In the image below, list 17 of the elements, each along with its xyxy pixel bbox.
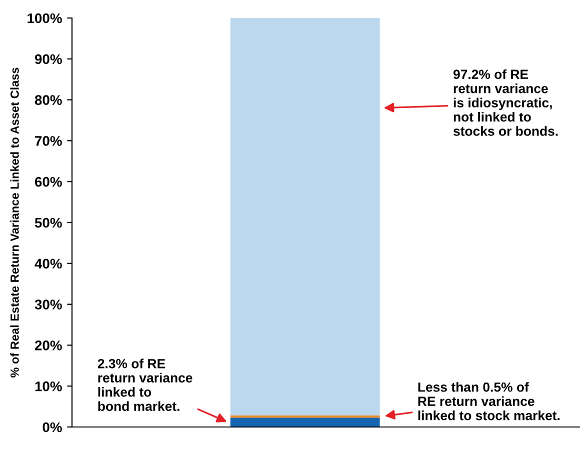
y-tick-label: 20% — [34, 340, 62, 350]
y-tick-label: 50% — [34, 218, 62, 228]
bar — [230, 418, 380, 427]
y-tick-label: 70% — [35, 136, 62, 146]
y-tick-label: 80% — [34, 95, 62, 105]
annotation: 2.3% of RE return variance linked to bond market. — [98, 358, 192, 411]
y-tick-label: 40% — [34, 258, 62, 269]
y-tick-label: 90% — [34, 54, 62, 64]
y-tick-label: 0% — [42, 422, 62, 432]
y-tick-label: 10% — [35, 381, 62, 392]
y-axis-title: % of Real Estate Return Variance Linked to Asset Class — [10, 68, 19, 378]
annotation: Less than 0.5% of RE return variance linked to stock market. — [418, 382, 560, 420]
bar — [230, 18, 380, 416]
y-tick-label: 30% — [34, 300, 62, 310]
annotation: 97.2% of RE return variance is idiosyncratic, not linked to stocks or bonds. — [453, 69, 558, 136]
y-tick-label: 100% — [28, 13, 62, 24]
y-tick-label: 60% — [34, 176, 62, 187]
